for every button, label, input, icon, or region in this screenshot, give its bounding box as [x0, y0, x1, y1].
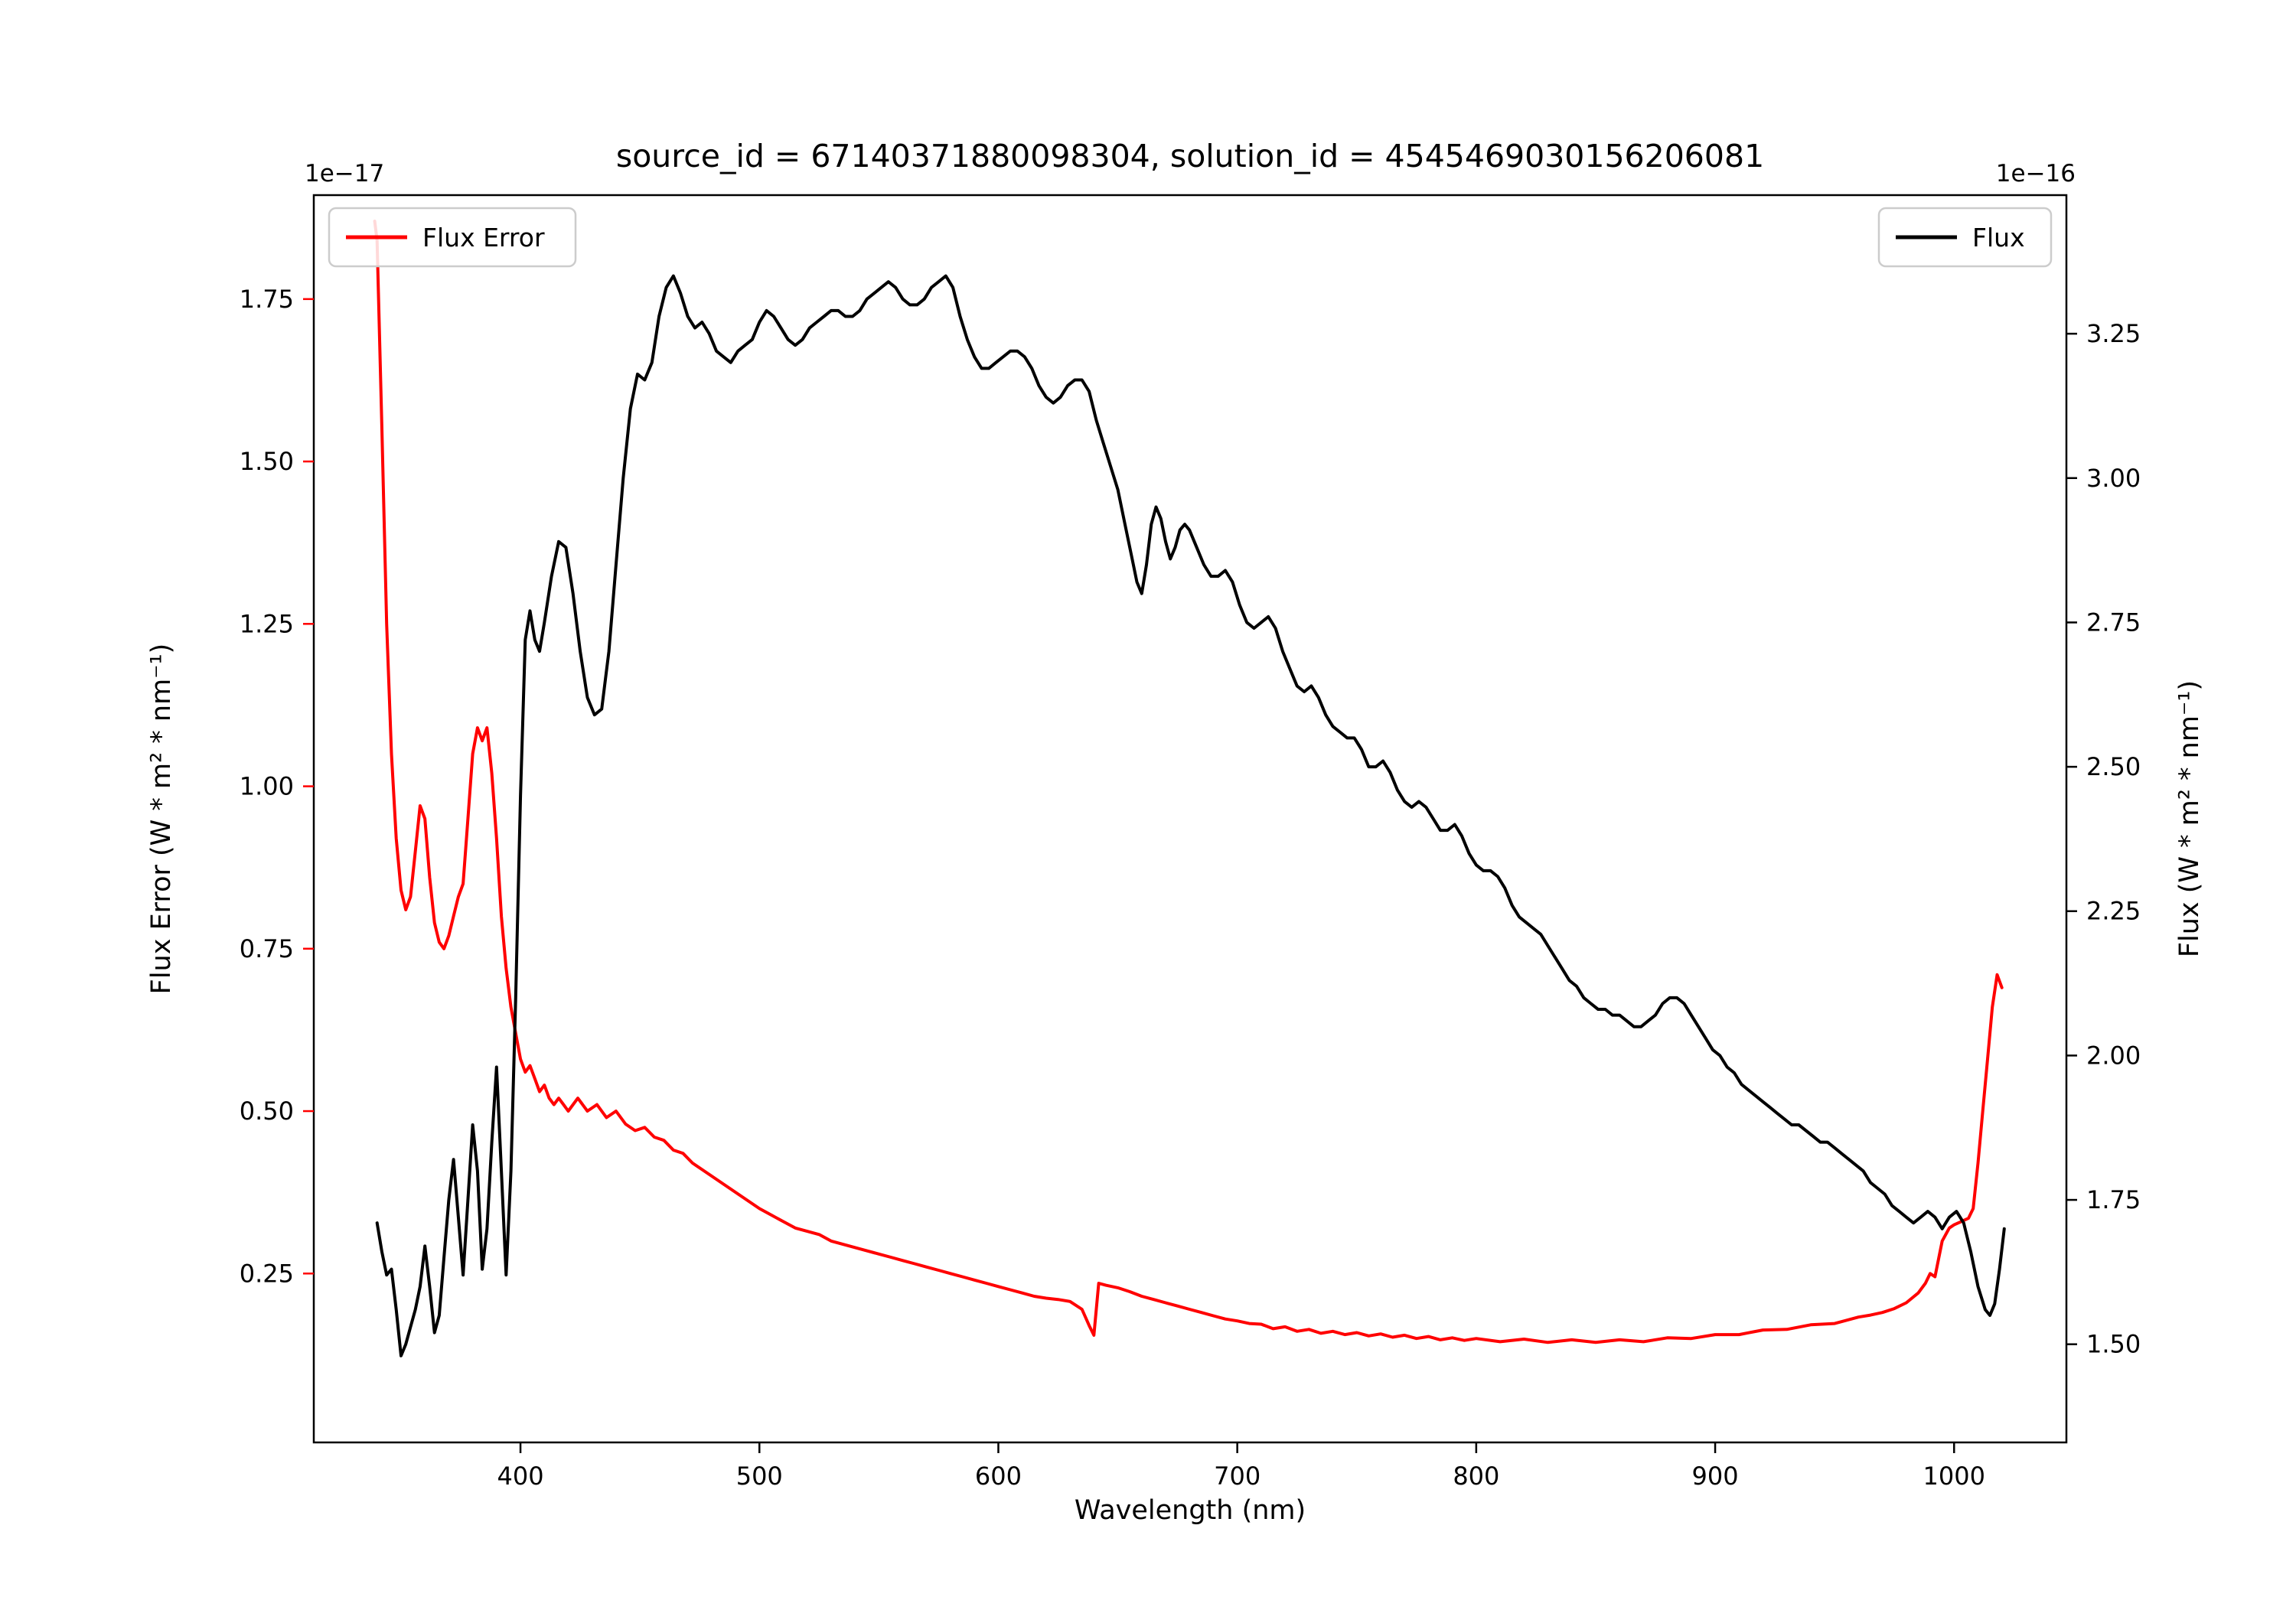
left-y-tick-label: 1.00 — [240, 772, 294, 801]
right-axis-offset-label: 1e−16 — [1996, 160, 2076, 187]
x-axis-label: Wavelength (nm) — [1075, 1495, 1306, 1526]
right-y-tick-label: 3.25 — [2086, 319, 2141, 348]
legend-flux-error-label: Flux Error — [422, 223, 545, 253]
x-tick-label: 700 — [1214, 1462, 1261, 1491]
x-tick-label: 600 — [975, 1462, 1022, 1491]
right-y-tick-label: 1.75 — [2086, 1185, 2141, 1214]
left-axis-offset-label: 1e−17 — [305, 160, 384, 187]
left-y-tick-label: 0.75 — [240, 934, 294, 963]
left-y-tick-label: 0.25 — [240, 1259, 294, 1288]
legend-flux-box — [1877, 207, 2053, 268]
right-y-tick-label: 2.25 — [2086, 897, 2141, 926]
right-y-tick-label: 1.50 — [2086, 1330, 2141, 1359]
ticks-layer: 400 500 600 700 800 900 1000 0.25 0.50 0.75 1.00 1.… — [240, 285, 2141, 1491]
left-y-tick-label: 1.50 — [240, 447, 294, 476]
x-tick-label: 500 — [736, 1462, 783, 1491]
left-y-axis-label: Flux Error (W * m² * nm⁻¹) — [146, 644, 177, 995]
chart-title: source_id = 67140371880098304, solution_… — [616, 138, 1764, 174]
right-y-tick-label: 2.50 — [2086, 752, 2141, 781]
legend-flux-error: Flux Error — [328, 207, 577, 268]
x-tick-label: 400 — [497, 1462, 544, 1491]
series-layer — [373, 220, 2006, 1357]
right-y-tick-label: 2.00 — [2086, 1041, 2141, 1070]
right-y-tick-label: 2.75 — [2086, 608, 2141, 637]
legend-flux: Flux — [1877, 207, 2053, 268]
left-y-tick-label: 1.25 — [240, 609, 294, 638]
x-tick-label: 900 — [1692, 1462, 1739, 1491]
series-flux — [375, 274, 2006, 1357]
axes-border — [312, 194, 2068, 1444]
right-y-tick-label: 3.00 — [2086, 464, 2141, 493]
legend-flux-label: Flux — [1972, 223, 2025, 253]
left-y-tick-label: 1.75 — [240, 285, 294, 314]
x-tick-label: 1000 — [1923, 1462, 1985, 1491]
left-y-tick-label: 0.50 — [240, 1097, 294, 1126]
series-flux-error — [373, 220, 2004, 1344]
right-y-axis-label: Flux (W * m² * nm⁻¹) — [2174, 680, 2205, 957]
legend-flux-error-box — [328, 207, 577, 268]
x-tick-label: 800 — [1453, 1462, 1499, 1491]
